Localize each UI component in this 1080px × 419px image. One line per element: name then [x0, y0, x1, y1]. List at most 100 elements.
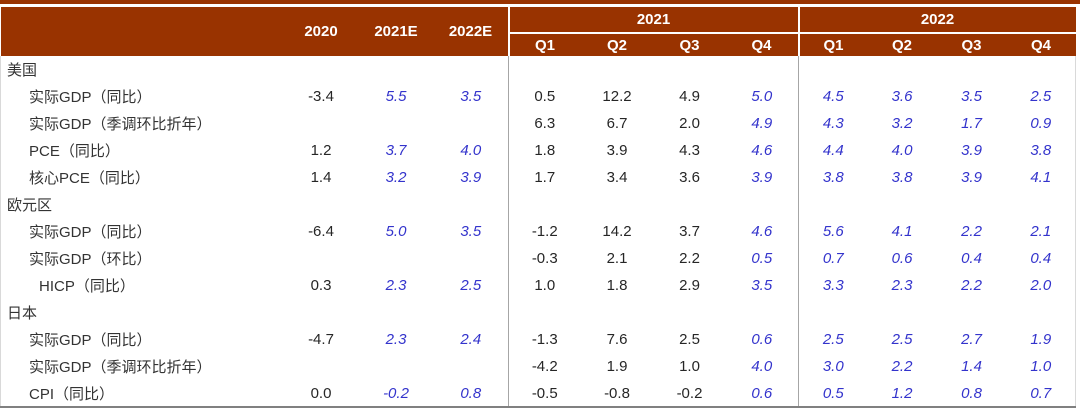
value-cell: -0.5: [508, 380, 581, 408]
value-cell: 1.7: [508, 164, 581, 191]
value-cell: 4.5: [798, 83, 868, 110]
empty-cell: [654, 191, 726, 218]
value-cell: 3.9: [961, 169, 982, 186]
value-cell: 2.1: [1006, 218, 1076, 245]
value-cell: 1.4: [310, 169, 332, 186]
value-cell: 3.6: [679, 169, 700, 186]
header-year-row: 2020 2021E 2022E 2021 2022: [0, 7, 1076, 56]
value-cell: 5.0: [751, 88, 773, 105]
value-cell: 1.8: [606, 277, 628, 294]
header-2021-q3: Q3: [653, 33, 726, 56]
section-label: 美国: [0, 56, 509, 83]
header-2021-q4: Q4: [725, 33, 799, 56]
value-cell: 2.7: [961, 331, 982, 348]
value-cell: 3.9: [961, 142, 982, 159]
empty-cell: [508, 299, 581, 326]
empty-cell: [868, 299, 937, 326]
header-2022-q3: Q3: [936, 33, 1007, 56]
value-cell: -6.4: [308, 223, 334, 240]
empty-cell: [1006, 56, 1076, 83]
value-cell: 3.3: [798, 272, 868, 299]
value-cell: 3.7: [679, 223, 700, 240]
value-cell: 0.7: [798, 245, 868, 272]
empty-cell: [726, 299, 799, 326]
value-cell: 2.5: [679, 331, 700, 348]
value-cell: -0.2: [653, 380, 726, 408]
value-cell: [359, 353, 434, 380]
value-cell: 2.5: [891, 331, 913, 348]
value-cell: 2.2: [891, 358, 913, 375]
section-row: 日本: [0, 299, 1076, 326]
header-col-2021e: 2021E: [358, 7, 434, 56]
economic-forecast-table: 2020 2021E 2022E 2021 2022 Q1 Q2 Q3 Q4 Q…: [0, 7, 1076, 408]
header-col-2020: 2020: [283, 7, 359, 56]
value-cell: 2.5: [1006, 83, 1076, 110]
value-cell: 3.9: [606, 142, 628, 159]
value-cell: 1.2: [867, 380, 937, 408]
value-cell: 2.3: [891, 277, 913, 294]
value-cell: -0.2: [358, 380, 434, 408]
header-gap: [0, 4, 1080, 7]
value-cell: 6.7: [606, 115, 628, 132]
value-cell: 1.9: [606, 358, 628, 375]
value-cell: 0.9: [1006, 110, 1076, 137]
value-cell: 14.2: [602, 223, 632, 240]
header-col-2022e: 2022E: [433, 7, 509, 56]
data-row: 实际GDP（同比） -6.4 5.0 3.5 -1.2 14.2 3.7 4.6 5.6 4.1 2…: [0, 218, 1076, 245]
value-cell: 12.2: [602, 88, 632, 105]
value-cell: 3.8: [891, 169, 913, 186]
section-label: 欧元区: [0, 191, 509, 218]
value-cell: 5.6: [798, 218, 868, 245]
value-cell: 5.5: [385, 88, 407, 105]
value-cell: 4.0: [891, 142, 913, 159]
empty-cell: [508, 56, 581, 83]
value-cell: 2.2: [679, 250, 700, 267]
value-cell: 1.2: [310, 142, 332, 159]
row-label: HICP（同比）: [0, 272, 284, 299]
value-cell: 0.4: [961, 250, 982, 267]
value-cell: 4.6: [751, 142, 773, 159]
data-row: CPI（同比） 0.0 -0.2 0.8 -0.5 -0.8 -0.2 0.6 0.5 1.2 0.…: [0, 380, 1076, 408]
value-cell: 0.6: [725, 380, 799, 408]
row-label: 实际GDP（季调环比折年）: [0, 110, 284, 137]
value-cell: [434, 110, 509, 137]
value-cell: 0.6: [751, 331, 773, 348]
value-cell: 4.4: [798, 137, 868, 164]
table-body: 美国 实际GDP（同比） -3.4 5.5 3.5 0.5 12.2 4.9 5.0 4.5 3.6…: [0, 56, 1076, 408]
value-cell: 3.2: [891, 115, 913, 132]
value-cell: -4.7: [308, 331, 334, 348]
empty-cell: [798, 191, 868, 218]
value-cell: 1.4: [961, 358, 982, 375]
value-cell: [359, 110, 434, 137]
empty-cell: [726, 191, 799, 218]
header-2022-q1: Q1: [797, 33, 868, 56]
value-cell: 0.5: [508, 83, 581, 110]
data-row: PCE（同比） 1.2 3.7 4.0 1.8 3.9 4.3 4.6 4.4 4.0 3.9 3.8: [0, 137, 1076, 164]
value-cell: 0.0: [283, 380, 359, 408]
section-row: 欧元区: [0, 191, 1076, 218]
empty-cell: [937, 191, 1007, 218]
value-cell: [284, 245, 359, 272]
value-cell: 2.9: [679, 277, 700, 294]
empty-cell: [1006, 299, 1076, 326]
value-cell: 1.7: [961, 115, 982, 132]
header-2022-q4: Q4: [1006, 33, 1076, 56]
data-row: 实际GDP（季调环比折年） -4.2 1.9 1.0 4.0 3.0 2.2 1.4 1.0: [0, 353, 1076, 380]
header-group-2021: 2021: [507, 7, 799, 34]
value-cell: 4.1: [891, 223, 913, 240]
value-cell: 0.6: [891, 250, 913, 267]
value-cell: 4.1: [1006, 164, 1076, 191]
value-cell: -4.2: [508, 353, 581, 380]
value-cell: 1.0: [679, 358, 700, 375]
value-cell: 4.9: [679, 88, 700, 105]
value-cell: 3.8: [1006, 137, 1076, 164]
value-cell: 3.7: [385, 142, 407, 159]
row-label: 实际GDP（同比）: [0, 83, 284, 110]
value-cell: 6.3: [508, 110, 581, 137]
data-row: HICP（同比） 0.3 2.3 2.5 1.0 1.8 2.9 3.5 3.3 2.3 2.2 2.…: [0, 272, 1076, 299]
value-cell: 3.9: [460, 169, 482, 186]
row-label: 实际GDP（环比）: [0, 245, 284, 272]
value-cell: 4.6: [751, 223, 773, 240]
row-label: 实际GDP（同比）: [0, 326, 284, 353]
data-row: 实际GDP（环比） -0.3 2.1 2.2 0.5 0.7 0.6 0.4 0.4: [0, 245, 1076, 272]
